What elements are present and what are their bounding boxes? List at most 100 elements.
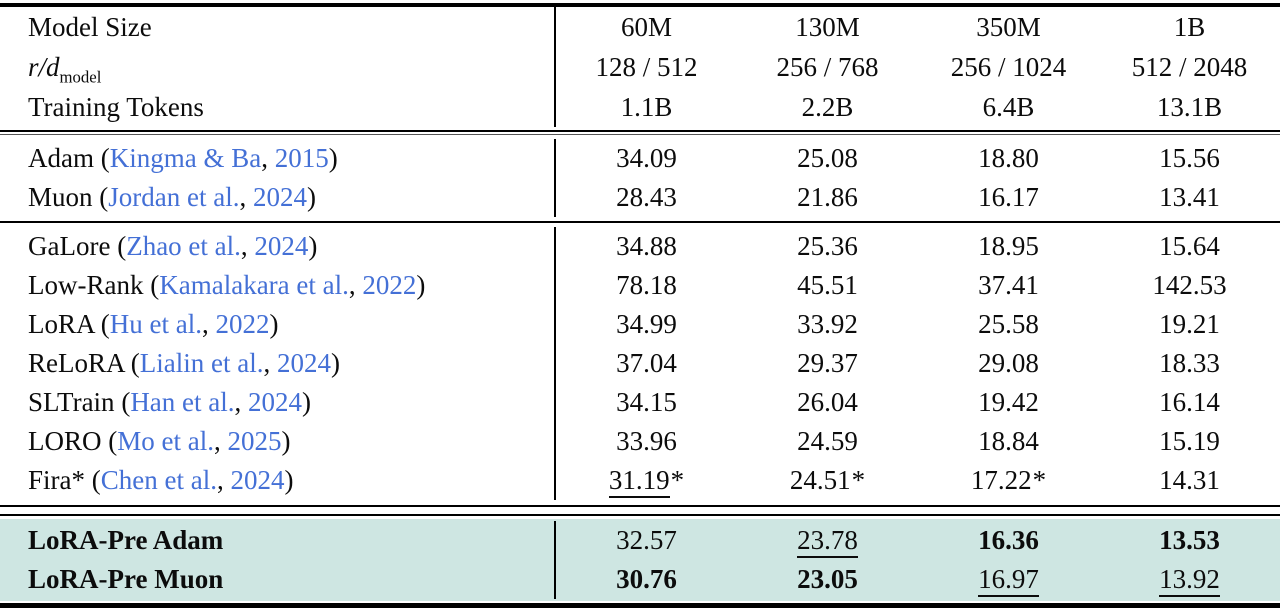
value-number: 33.96 xyxy=(616,426,677,456)
value-number: 16.97 xyxy=(978,564,1039,597)
value-cell: 37.41 xyxy=(918,266,1099,305)
column-rd-header: 256 / 768 xyxy=(776,52,879,82)
value-number: 34.09 xyxy=(616,143,677,173)
citation-year-link[interactable]: 2024 xyxy=(276,348,331,378)
value-row: 33.96 24.59 18.84 15.19 xyxy=(554,422,1280,461)
citation-authors-link[interactable]: Mo et al. xyxy=(117,426,214,456)
cite-comma: , xyxy=(202,309,216,339)
citation-year-link[interactable]: 2024 xyxy=(248,387,303,417)
value-number: 23.78 xyxy=(797,525,858,558)
method-cell: Low-Rank (Kamalakara et al., 2022) xyxy=(0,266,554,305)
value-cell: 15.64 xyxy=(1099,227,1280,266)
bottom-rule xyxy=(0,603,1280,608)
value-number: 24.59 xyxy=(797,426,858,456)
table-row: LoRA (Hu et al., 2022) 34.99 33.92 25.58 19.… xyxy=(0,305,1280,344)
value-number: 14.31 xyxy=(1159,465,1220,495)
citation-authors-link[interactable]: Zhao et al. xyxy=(126,231,241,261)
citation-year-link[interactable]: 2024 xyxy=(252,182,307,212)
citation-authors-link[interactable]: Hu et al. xyxy=(109,309,202,339)
cite-close-paren: ) xyxy=(416,270,426,300)
cite-close-paren: ) xyxy=(328,143,338,173)
value-number: 32.57 xyxy=(616,525,677,555)
column-tokens-header: 6.4B xyxy=(982,92,1035,122)
value-number: 37.04 xyxy=(616,348,677,378)
value-cell: 16.36 xyxy=(918,521,1099,560)
column-tokens-header: 2.2B xyxy=(801,92,854,122)
method-label: ReLoRA xyxy=(28,348,125,378)
method-cell: Adam (Kingma & Ba, 2015) xyxy=(0,139,554,178)
method-label: Adam xyxy=(28,143,94,173)
value-number: 29.37 xyxy=(797,348,858,378)
cite-close-paren: ) xyxy=(330,348,340,378)
citation-year-link[interactable]: 2024 xyxy=(254,231,309,261)
cite-open-paren: ( xyxy=(143,270,160,300)
citation-year-link[interactable]: 2022 xyxy=(362,270,417,300)
method-label: Fira* xyxy=(28,465,85,495)
method-label: LORO xyxy=(28,426,102,456)
value-number: 21.86 xyxy=(797,182,858,212)
method-cell: Muon (Jordan et al., 2024) xyxy=(0,178,554,217)
column-size-header: 130M xyxy=(795,12,860,42)
method-label: SLTrain xyxy=(28,387,115,417)
section-ours-highlighted: LoRA-Pre Adam 32.57 23.78 16.36 13.53 LoRA-Pr… xyxy=(0,519,1280,601)
value-cell: 26.04 xyxy=(737,383,918,422)
value-row: 32.57 23.78 16.36 13.53 xyxy=(554,521,1280,560)
rd-subscript: model xyxy=(59,67,102,87)
header-label-column: Model Size r/dmodel Training Tokens xyxy=(0,7,554,127)
value-row: 34.15 26.04 19.42 16.14 xyxy=(554,383,1280,422)
value-number: 33.92 xyxy=(797,309,858,339)
value-cell: 18.95 xyxy=(918,227,1099,266)
training-tokens-label: Training Tokens xyxy=(28,92,204,122)
value-number: 28.43 xyxy=(616,182,677,212)
value-cell: 13.92 xyxy=(1099,560,1280,599)
citation-authors-link[interactable]: Jordan et al. xyxy=(108,182,240,212)
cite-close-paren: ) xyxy=(284,465,294,495)
value-cell: 13.53 xyxy=(1099,521,1280,560)
value-cell: 45.51 xyxy=(737,266,918,305)
value-cell: 29.08 xyxy=(918,344,1099,383)
value-number: 18.33 xyxy=(1159,348,1220,378)
asterisk-marker: * xyxy=(670,465,685,495)
value-row: 34.88 25.36 18.95 15.64 xyxy=(554,227,1280,266)
method-cell: LoRA-Pre Adam xyxy=(0,521,554,560)
value-cell: 25.36 xyxy=(737,227,918,266)
value-number: 15.19 xyxy=(1159,426,1220,456)
citation-authors-link[interactable]: Lialin et al. xyxy=(139,348,264,378)
value-cell: 13.41 xyxy=(1099,178,1280,217)
citation-year-link[interactable]: 2025 xyxy=(227,426,282,456)
citation-year-link[interactable]: 2015 xyxy=(274,143,329,173)
value-cell: 25.58 xyxy=(918,305,1099,344)
citation-year-link[interactable]: 2022 xyxy=(215,309,270,339)
results-table: Model Size r/dmodel Training Tokens 60M 1… xyxy=(0,3,1280,608)
column-size-header: 1B xyxy=(1173,12,1206,42)
cite-open-paren: ( xyxy=(93,143,110,173)
value-cell: 18.84 xyxy=(918,422,1099,461)
citation-year-link[interactable]: 2024 xyxy=(230,465,285,495)
cite-comma: , xyxy=(216,465,231,495)
citation-authors-link[interactable]: Chen et al. xyxy=(100,465,217,495)
method-cell: LoRA-Pre Muon xyxy=(0,560,554,599)
model-size-label: Model Size xyxy=(28,12,152,42)
cite-open-paren: ( xyxy=(110,231,127,261)
value-number: 18.80 xyxy=(978,143,1039,173)
cite-close-paren: ) xyxy=(308,231,318,261)
method-label: Muon xyxy=(28,182,93,212)
value-row: 34.99 33.92 25.58 19.21 xyxy=(554,305,1280,344)
value-number: 31.19 xyxy=(608,465,670,498)
value-cell: 29.37 xyxy=(737,344,918,383)
value-cell: 15.56 xyxy=(1099,139,1280,178)
method-cell: Fira* (Chen et al., 2024) xyxy=(0,461,554,500)
value-number: 16.17 xyxy=(978,182,1039,212)
section-rule xyxy=(0,221,1280,223)
method-cell: GaLore (Zhao et al., 2024) xyxy=(0,227,554,266)
column-tokens-header: 1.1B xyxy=(620,92,673,122)
citation-authors-link[interactable]: Kingma & Ba xyxy=(109,143,262,173)
citation-authors-link[interactable]: Han et al. xyxy=(130,387,235,417)
value-cell: 30.76 xyxy=(556,560,737,599)
section-low-rank-baselines: GaLore (Zhao et al., 2024) 34.88 25.36 18.9… xyxy=(0,225,1280,502)
header-rule xyxy=(0,130,1280,135)
value-cell: 31.19* xyxy=(556,461,737,500)
citation-authors-link[interactable]: Kamalakara et al. xyxy=(159,270,349,300)
table-row: Low-Rank (Kamalakara et al., 2022) 78.18 4… xyxy=(0,266,1280,305)
method-cell: ReLoRA (Lialin et al., 2024) xyxy=(0,344,554,383)
